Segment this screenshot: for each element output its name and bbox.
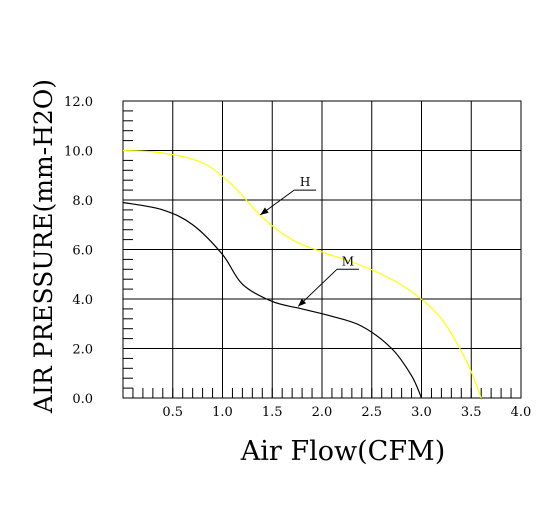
y-tick-label: 4.0 — [72, 293, 93, 308]
y-tick-label: 8.0 — [72, 194, 93, 209]
y-tick-label: 12.0 — [64, 95, 93, 110]
annotation-leader — [297, 268, 338, 307]
y-tick-label: 2.0 — [72, 343, 93, 358]
x-tick-label: 1.0 — [212, 405, 233, 420]
plot-frame — [122, 100, 522, 399]
y-tick-label: 10.0 — [64, 145, 93, 160]
annotation-arrowhead — [260, 207, 269, 215]
y-axis-ticks: 0.0 2.0 4.0 6.0 8.0 10.0 12.0 — [64, 95, 93, 407]
y-tick-label: 0.0 — [72, 392, 93, 407]
series-lines — [122, 149, 482, 399]
x-axis-label: Air Flow(CFM) — [240, 436, 445, 467]
x-tick-label: 3.5 — [461, 405, 482, 420]
series-label-h: H — [300, 175, 310, 189]
y-axis-label: AIR PRESSURE(mm-H2O) — [29, 79, 58, 414]
series-line-m — [122, 201, 423, 399]
x-tick-label: 2.0 — [312, 405, 333, 420]
grid-lines — [123, 101, 521, 398]
x-tick-label: 4.0 — [511, 405, 532, 420]
series-line-h — [122, 149, 482, 399]
annotation-arrowhead — [298, 298, 307, 307]
series-annotations: HM — [260, 175, 359, 307]
x-axis-ticks: 0.5 1.0 1.5 2.0 2.5 3.0 3.5 4.0 — [162, 405, 531, 420]
series-label-m: M — [342, 254, 354, 268]
x-tick-label: 2.5 — [361, 405, 382, 420]
x-tick-label: 3.0 — [411, 405, 432, 420]
x-tick-label: 1.5 — [262, 405, 283, 420]
y-tick-label: 6.0 — [72, 244, 93, 259]
x-tick-label: 0.5 — [162, 405, 183, 420]
